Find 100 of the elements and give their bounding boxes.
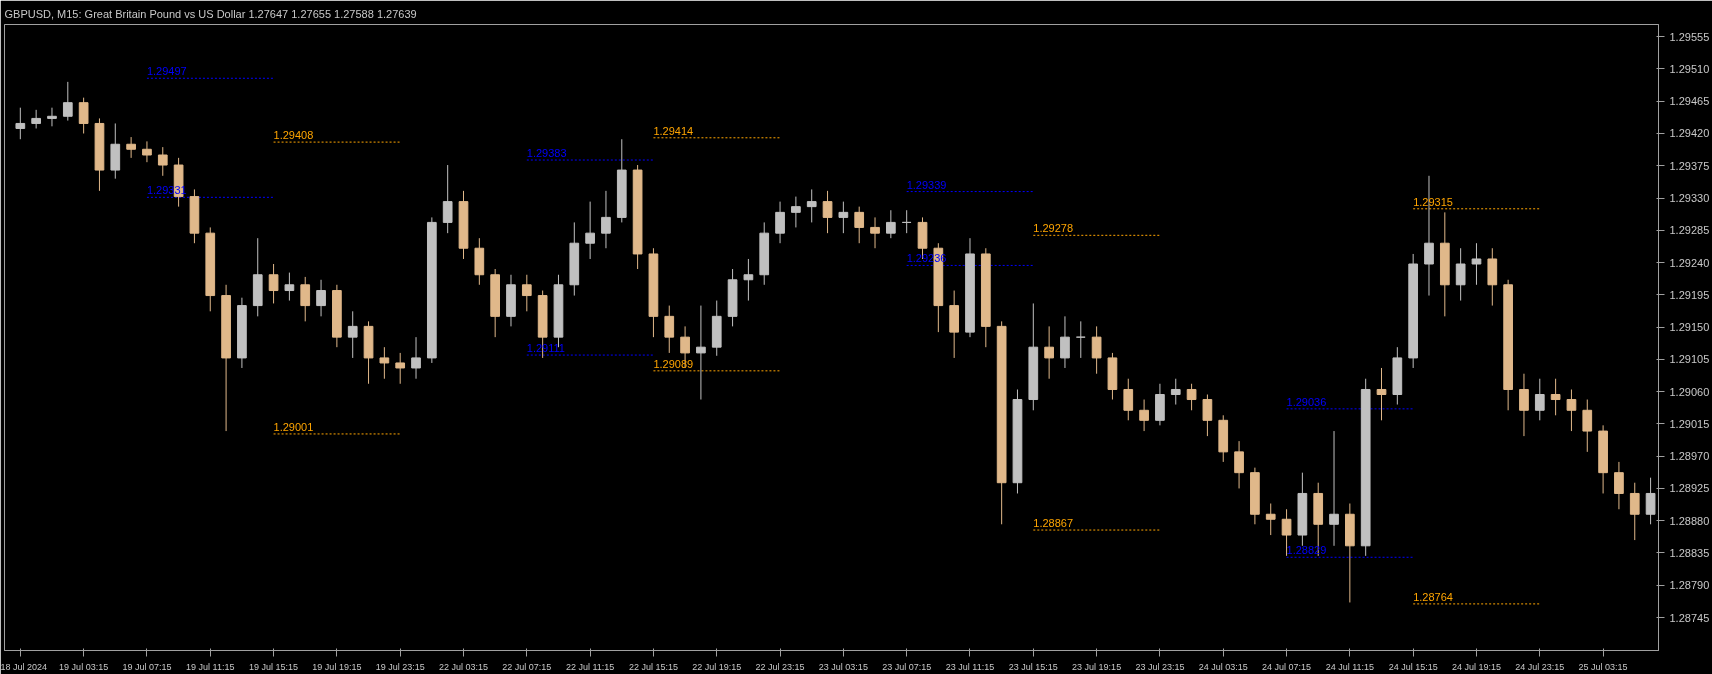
x-tick-label: 24 Jul 23:15 bbox=[1515, 661, 1565, 672]
x-tick-label: 19 Jul 19:15 bbox=[312, 661, 362, 672]
candlestick bbox=[1329, 430, 1339, 547]
x-tick-label: 19 Jul 23:15 bbox=[375, 661, 425, 672]
y-tick-label: 1.29465 bbox=[1669, 95, 1710, 108]
candlestick bbox=[743, 258, 754, 302]
candlestick bbox=[300, 276, 311, 322]
annotation: 1.29089 bbox=[653, 357, 694, 370]
candlestick bbox=[1519, 373, 1529, 437]
y-tick-label: 1.28745 bbox=[1669, 611, 1710, 624]
candlestick bbox=[791, 196, 801, 228]
x-tick-label: 23 Jul 03:15 bbox=[818, 661, 868, 672]
y-tick-label: 1.29420 bbox=[1669, 127, 1710, 140]
annotation: 1.29001 bbox=[273, 420, 314, 433]
x-tick-label: 24 Jul 11:15 bbox=[1325, 661, 1375, 672]
candlestick bbox=[601, 190, 611, 249]
y-tick-label: 1.29510 bbox=[1669, 62, 1710, 75]
candlestick bbox=[521, 274, 532, 312]
candlestick bbox=[1202, 394, 1213, 437]
candlestick bbox=[1265, 503, 1276, 536]
x-tick-label: 24 Jul 03:15 bbox=[1198, 661, 1248, 672]
x-tick-label: 24 Jul 07:15 bbox=[1262, 661, 1312, 672]
annotation: 1.29315 bbox=[1413, 195, 1453, 208]
x-tick-label: 22 Jul 19:15 bbox=[692, 661, 742, 672]
annotation: 1.29408 bbox=[273, 129, 314, 142]
candlestick bbox=[1471, 242, 1482, 286]
candlestick bbox=[442, 164, 453, 234]
y-tick-label: 1.29555 bbox=[1669, 30, 1710, 43]
candlestick bbox=[1091, 325, 1102, 375]
candlestick bbox=[47, 107, 57, 127]
y-tick-label: 1.29285 bbox=[1669, 224, 1710, 237]
annotation: 1.28867 bbox=[1033, 517, 1074, 530]
annotation: 1.29339 bbox=[906, 178, 947, 191]
y-tick-label: 1.28790 bbox=[1669, 579, 1710, 592]
x-tick-label: 18 Jul 2024 bbox=[0, 661, 48, 672]
y-tick-label: 1.29015 bbox=[1669, 417, 1710, 430]
candlestick bbox=[62, 81, 73, 122]
candlestick bbox=[1629, 482, 1640, 541]
x-tick-label: 19 Jul 15:15 bbox=[249, 661, 299, 672]
x-tick-label: 23 Jul 19:15 bbox=[1072, 661, 1122, 672]
candlestick bbox=[126, 136, 136, 159]
annotation: 1.29414 bbox=[653, 124, 694, 137]
x-tick-label: 24 Jul 15:15 bbox=[1388, 661, 1438, 672]
y-tick-label: 1.29195 bbox=[1669, 288, 1710, 301]
x-tick-label: 22 Jul 03:15 bbox=[438, 661, 489, 672]
candlestick bbox=[1044, 325, 1054, 380]
candlestick bbox=[822, 190, 833, 234]
candlestick bbox=[664, 305, 675, 354]
chart-title: GBPUSD, M15: Great Britain Pound vs US Dollar 1.27647 1.27655 1.27588 1.27639 bbox=[4, 7, 417, 20]
x-tick-label: 22 Jul 23:15 bbox=[755, 661, 805, 672]
candlestick bbox=[870, 216, 880, 249]
candlestick bbox=[142, 140, 152, 163]
x-tick-label: 19 Jul 07:15 bbox=[122, 661, 172, 672]
candlestick bbox=[411, 336, 421, 380]
annotation: 1.29036 bbox=[1286, 395, 1327, 408]
y-tick-label: 1.29105 bbox=[1669, 353, 1710, 366]
x-tick-label: 22 Jul 11:15 bbox=[565, 661, 615, 672]
candlestick bbox=[379, 346, 390, 380]
candlestick bbox=[1139, 399, 1149, 432]
candlestick bbox=[1234, 440, 1244, 489]
y-tick-label: 1.29330 bbox=[1669, 192, 1710, 205]
y-tick-label: 1.29150 bbox=[1669, 321, 1710, 334]
x-tick-label: 24 Jul 19:15 bbox=[1451, 661, 1502, 672]
candlestick bbox=[1186, 383, 1197, 411]
x-tick-label: 22 Jul 07:15 bbox=[502, 661, 552, 672]
candlestick bbox=[1534, 378, 1545, 421]
candlestick bbox=[78, 97, 89, 134]
candlestick bbox=[268, 263, 279, 304]
y-tick-label: 1.29060 bbox=[1669, 385, 1710, 398]
candlestick bbox=[696, 305, 706, 401]
y-tick-label: 1.28835 bbox=[1669, 546, 1710, 559]
candlestick bbox=[1123, 378, 1134, 421]
candlestick bbox=[806, 188, 817, 223]
x-tick-label: 25 Jul 03:15 bbox=[1578, 661, 1628, 672]
y-tick-label: 1.28880 bbox=[1669, 514, 1710, 527]
candlestick bbox=[1376, 367, 1387, 421]
candlestick bbox=[775, 201, 785, 244]
candlestick bbox=[157, 146, 168, 177]
candlestick bbox=[838, 201, 849, 234]
candlestick bbox=[1645, 477, 1656, 525]
candlestick bbox=[395, 352, 406, 385]
annotation: 1.29383 bbox=[526, 147, 567, 160]
x-tick-label: 19 Jul 11:15 bbox=[186, 661, 235, 672]
candlestick bbox=[886, 209, 896, 239]
candlestick bbox=[31, 109, 42, 129]
x-tick-label: 23 Jul 07:15 bbox=[882, 661, 932, 672]
y-tick-label: 1.28925 bbox=[1669, 482, 1710, 495]
y-tick-label: 1.29240 bbox=[1669, 256, 1710, 269]
candlestick bbox=[284, 272, 295, 302]
candlestick bbox=[1582, 399, 1593, 453]
y-tick-label: 1.28970 bbox=[1669, 450, 1710, 463]
candlestick bbox=[585, 201, 595, 260]
candlestick bbox=[1170, 378, 1181, 406]
candlestick bbox=[347, 310, 358, 359]
annotation: 1.29497 bbox=[146, 65, 187, 78]
candlestick bbox=[1075, 320, 1086, 359]
annotation: 1.28764 bbox=[1413, 590, 1453, 603]
x-tick-label: 22 Jul 15:15 bbox=[628, 661, 678, 672]
candlestick bbox=[1455, 247, 1466, 302]
x-tick-label: 19 Jul 03:15 bbox=[59, 661, 109, 672]
